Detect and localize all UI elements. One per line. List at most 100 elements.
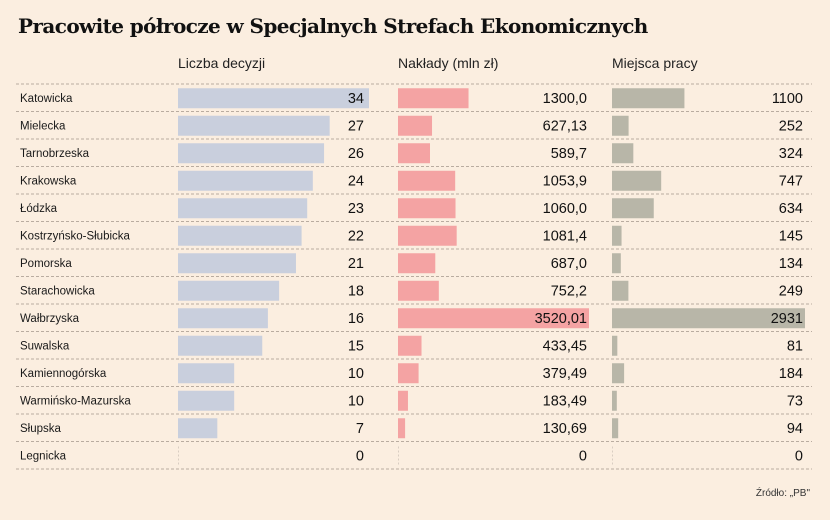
bar-decisions [178, 88, 369, 109]
zone-label: Wałbrzyska [20, 313, 80, 325]
bar-investment [398, 418, 406, 439]
value-label-decisions: 16 [348, 311, 364, 327]
value-label-investment: 1053,9 [543, 173, 587, 189]
value-label-decisions: 10 [348, 366, 364, 382]
value-label-jobs: 184 [779, 366, 803, 382]
bar-investment [398, 88, 469, 109]
value-label-jobs: 2931 [771, 311, 803, 327]
value-label-decisions: 27 [348, 118, 364, 134]
zone-label: Łódzka [20, 203, 58, 215]
value-label-jobs: 94 [787, 421, 803, 437]
value-label-decisions: 22 [348, 228, 364, 244]
value-label-investment: 1300,0 [543, 91, 587, 107]
zone-label: Katowicka [20, 93, 73, 105]
value-label-decisions: 26 [348, 146, 364, 162]
bar-jobs [612, 198, 654, 219]
bar-investment [398, 280, 439, 301]
bar-jobs [612, 143, 634, 164]
column-header-decisions: Liczba decyzji [178, 55, 266, 71]
bar-jobs [612, 115, 629, 136]
source-note: Źródło: „PB" [755, 488, 810, 499]
zone-label: Kostrzyńsko-Słubicka [20, 230, 131, 242]
value-label-jobs: 252 [779, 118, 803, 134]
zone-label: Krakowska [20, 175, 77, 187]
zone-label: Pomorska [20, 258, 72, 270]
bar-investment [398, 115, 433, 136]
bar-jobs [612, 308, 805, 329]
bar-jobs [612, 390, 617, 411]
value-label-decisions: 10 [348, 393, 364, 409]
bar-investment [398, 198, 456, 219]
value-label-decisions: 0 [356, 448, 364, 464]
zone-label: Legnicka [20, 450, 67, 462]
bar-decisions [178, 198, 308, 219]
value-label-jobs: 134 [779, 256, 803, 272]
bar-decisions [178, 225, 302, 246]
zone-label: Mielecka [20, 120, 66, 132]
bar-investment [398, 143, 430, 164]
bar-jobs [612, 170, 662, 191]
value-label-investment: 752,2 [551, 283, 587, 299]
bar-investment [398, 363, 419, 384]
value-label-decisions: 24 [348, 173, 364, 189]
value-label-decisions: 15 [348, 338, 364, 354]
value-label-jobs: 634 [779, 201, 803, 217]
value-label-investment: 627,13 [543, 118, 587, 134]
bar-investment [398, 170, 456, 191]
bar-decisions [178, 115, 330, 136]
bar-decisions [178, 363, 235, 384]
bar-decisions [178, 418, 218, 439]
column-header-investment: Nakłady (mln zł) [398, 55, 499, 71]
zone-label: Starachowicka [20, 285, 95, 297]
zone-label: Suwalska [20, 340, 70, 352]
bar-jobs [612, 225, 622, 246]
value-label-jobs: 73 [787, 393, 803, 409]
bar-jobs [612, 418, 619, 439]
value-label-decisions: 18 [348, 283, 364, 299]
value-label-investment: 183,49 [543, 393, 587, 409]
bar-jobs [612, 335, 618, 356]
bar-decisions [178, 280, 280, 301]
value-label-decisions: 21 [348, 256, 364, 272]
bar-investment [398, 308, 589, 329]
value-label-investment: 1060,0 [543, 201, 587, 217]
value-label-investment: 433,45 [543, 338, 587, 354]
value-label-jobs: 324 [779, 146, 803, 162]
zone-label: Kamiennogórska [20, 368, 107, 380]
bar-investment [398, 390, 408, 411]
chart-title: Pracowite półrocze w Specjalnych Strefac… [18, 14, 648, 38]
value-label-investment: 589,7 [551, 146, 587, 162]
bar-investment [398, 335, 422, 356]
zone-label: Słupska [20, 423, 62, 435]
bar-jobs [612, 363, 625, 384]
value-label-investment: 379,49 [543, 366, 587, 382]
value-label-jobs: 81 [787, 338, 803, 354]
value-label-decisions: 34 [348, 91, 364, 107]
bar-jobs [612, 88, 685, 109]
bar-decisions [178, 143, 325, 164]
column-header-jobs: Miejsca pracy [612, 55, 698, 71]
value-label-investment: 0 [579, 448, 587, 464]
bar-decisions [178, 170, 313, 191]
value-label-investment: 687,0 [551, 256, 587, 272]
value-label-jobs: 0 [795, 448, 803, 464]
value-label-investment: 3520,01 [535, 311, 587, 327]
zone-label: Warmińsko-Mazurska [20, 395, 131, 407]
value-label-investment: 1081,4 [543, 228, 587, 244]
value-label-investment: 130,69 [543, 421, 587, 437]
bar-investment [398, 225, 457, 246]
bar-decisions [178, 335, 263, 356]
value-label-decisions: 7 [356, 421, 364, 437]
value-label-jobs: 249 [779, 283, 803, 299]
bar-decisions [178, 390, 235, 411]
bar-jobs [612, 280, 629, 301]
value-label-jobs: 747 [779, 173, 803, 189]
bar-decisions [178, 253, 296, 274]
value-label-jobs: 145 [779, 228, 803, 244]
zone-label: Tarnobrzeska [20, 148, 90, 160]
bar-jobs [612, 253, 621, 274]
value-label-decisions: 23 [348, 201, 364, 217]
bar-decisions [178, 308, 268, 329]
bar-investment [398, 253, 436, 274]
